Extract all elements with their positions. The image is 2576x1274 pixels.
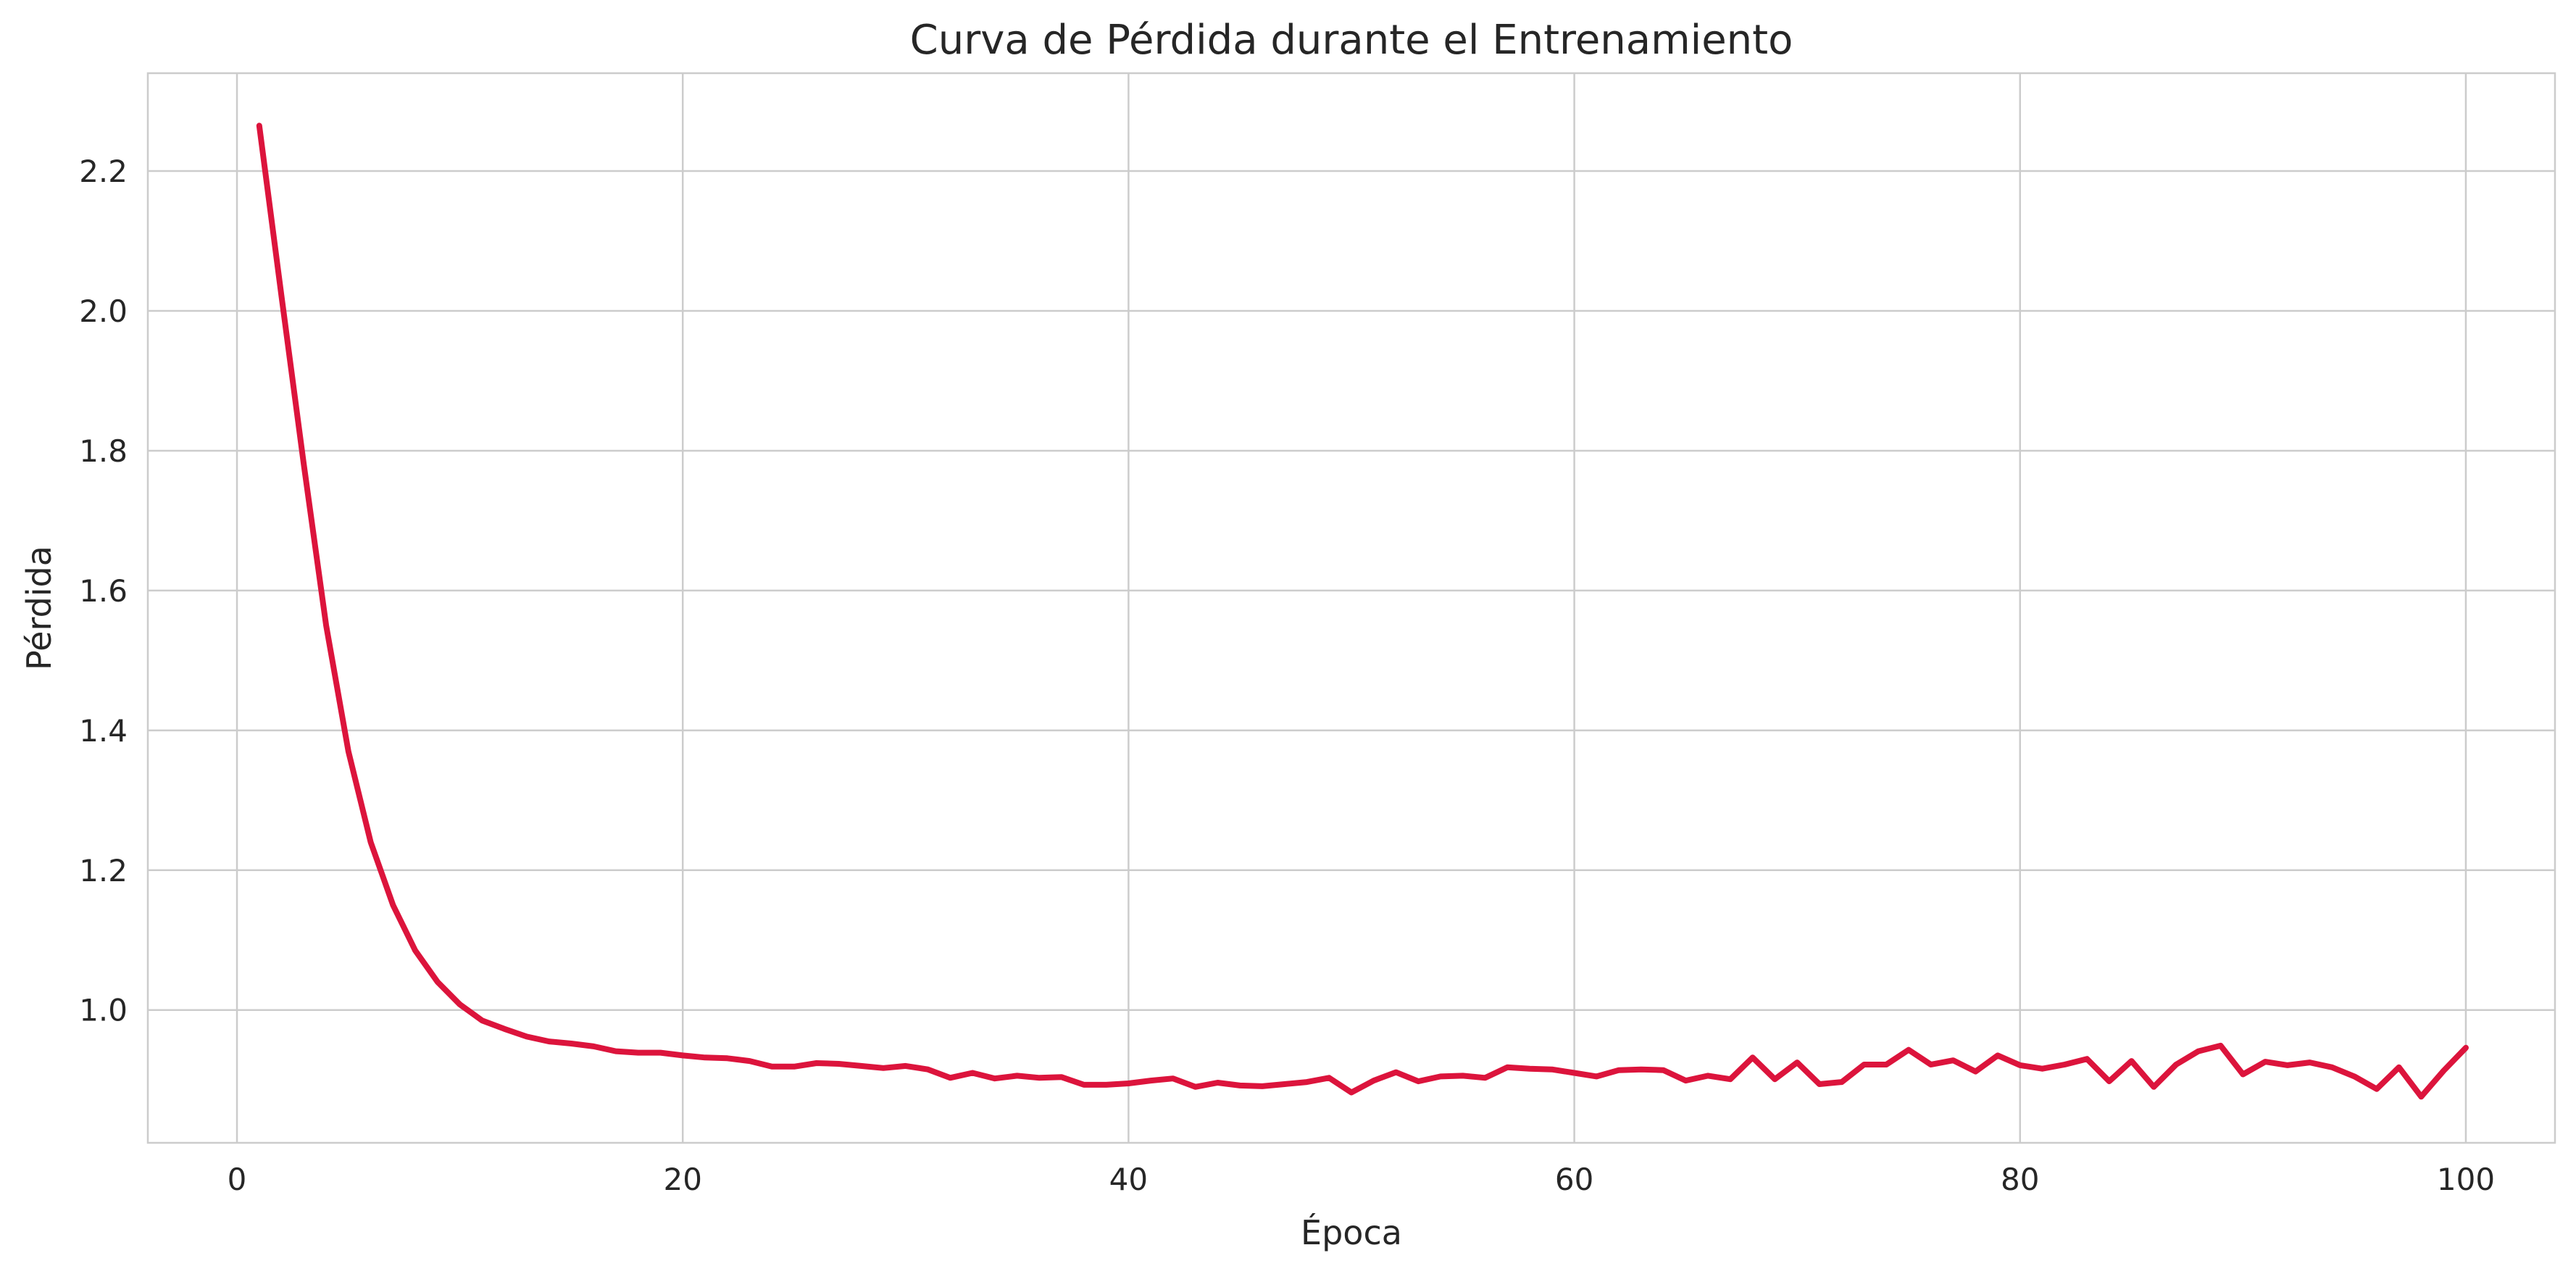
y-tick-label: 1.0	[79, 993, 128, 1028]
x-tick-label: 80	[2001, 1162, 2039, 1197]
x-tick-label: 0	[228, 1162, 247, 1197]
y-tick-labels: 1.0 1.2 1.4 1.6 1.8 2.0 2.2	[79, 154, 128, 1028]
x-axis-label: Época	[1301, 1213, 1402, 1252]
series-line-loss	[256, 122, 2469, 1100]
x-tick-label: 20	[663, 1162, 701, 1197]
y-tick-label: 1.6	[79, 573, 128, 609]
plot-frame	[146, 72, 2556, 1144]
chart-title: Curva de Pérdida durante el Entrenamient…	[910, 17, 1793, 64]
y-tick-label: 2.0	[79, 293, 128, 329]
grid-lines	[148, 73, 2555, 1143]
y-tick-label: 2.2	[79, 154, 128, 189]
x-tick-label: 40	[1109, 1162, 1148, 1197]
y-tick-label: 1.8	[79, 433, 128, 469]
y-axis-label: Pérdida	[20, 546, 59, 670]
x-tick-label: 100	[2437, 1162, 2495, 1197]
y-tick-label: 1.4	[79, 713, 128, 749]
x-tick-label: 60	[1555, 1162, 1593, 1197]
x-tick-labels: 0 20 40 60 80 100	[228, 1162, 2495, 1197]
y-tick-label: 1.2	[79, 853, 128, 888]
